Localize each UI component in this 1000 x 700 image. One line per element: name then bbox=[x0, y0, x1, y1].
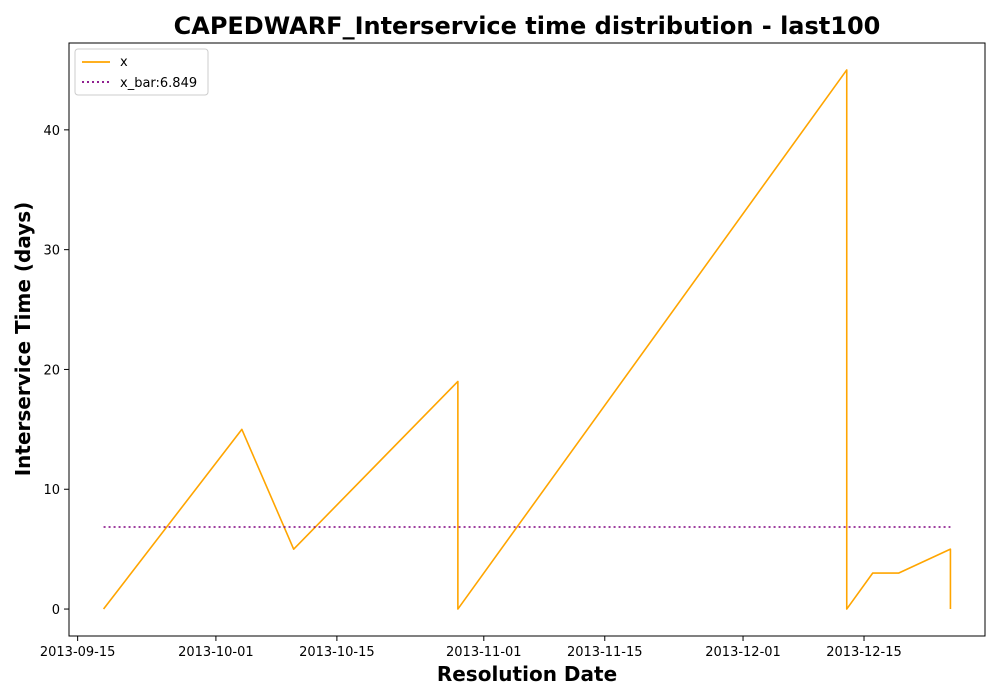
x-tick-label-0: 2013-09-15 bbox=[40, 645, 116, 660]
x-tick-label-6: 2013-12-15 bbox=[826, 645, 902, 660]
plot-frame bbox=[68, 42, 986, 637]
y-axis: 0 10 20 30 40 bbox=[43, 124, 69, 618]
y-tick-label-2: 20 bbox=[43, 363, 60, 378]
x-tick-label-3: 2013-11-01 bbox=[446, 645, 522, 660]
plot-area: 2013-09-15 2013-10-01 2013-10-15 2013-11-01… bbox=[40, 42, 986, 660]
legend-box bbox=[74, 48, 209, 96]
legend-label-x-bar: x_bar:6.849 bbox=[120, 76, 197, 91]
legend: x x_bar:6.849 bbox=[74, 48, 209, 96]
y-tick-label-1: 10 bbox=[43, 483, 60, 498]
y-tick-label-0: 0 bbox=[52, 603, 60, 618]
x-tick-label-4: 2013-11-15 bbox=[567, 645, 643, 660]
x-axis: 2013-09-15 2013-10-01 2013-10-15 2013-11-01… bbox=[40, 636, 902, 660]
y-tick-label-4: 40 bbox=[43, 124, 60, 139]
legend-label-x: x bbox=[120, 55, 128, 70]
x-tick-label-1: 2013-10-01 bbox=[178, 645, 254, 660]
series-layer bbox=[102, 69, 952, 610]
series-line-x bbox=[102, 69, 952, 610]
chart-title: CAPEDWARF_Interservice time distribution… bbox=[174, 12, 881, 40]
y-axis-label: Interservice Time (days) bbox=[11, 202, 35, 477]
x-axis-label: Resolution Date bbox=[437, 662, 617, 686]
y-tick-label-3: 30 bbox=[43, 244, 60, 259]
x-tick-label-5: 2013-12-01 bbox=[705, 645, 781, 660]
x-tick-label-2: 2013-10-15 bbox=[299, 645, 375, 660]
